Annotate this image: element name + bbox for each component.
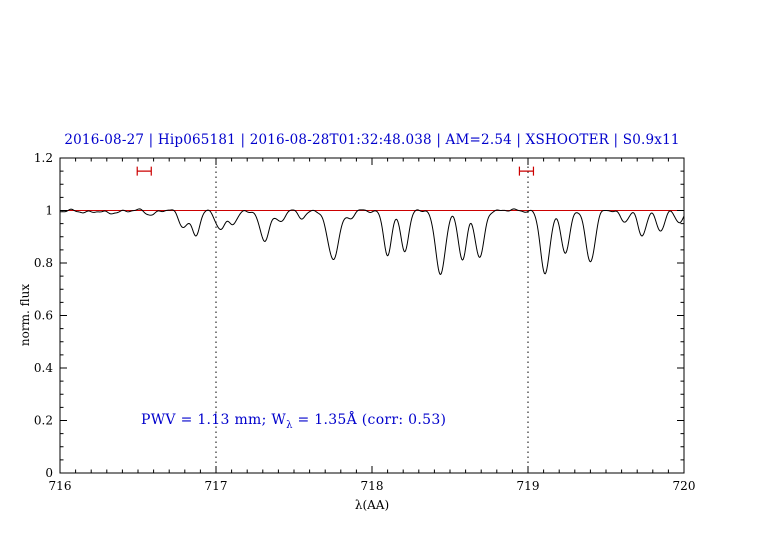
plot-title: 2016-08-27 | Hip065181 | 2016-08-28T01:3… bbox=[64, 132, 680, 148]
y-tick-label: 0.8 bbox=[34, 256, 53, 270]
pwv-annotation-suffix: = 1.35Å (corr: 0.53) bbox=[292, 412, 447, 428]
pwv-annotation: PWV = 1.13 mm; Wλ = 1.35Å (corr: 0.53) bbox=[141, 412, 446, 431]
x-axis-label: λ(AA) bbox=[354, 498, 390, 512]
range-marker-right bbox=[518, 166, 535, 176]
y-tick-label: 0 bbox=[45, 466, 53, 480]
x-tick-label: 719 bbox=[517, 479, 540, 493]
y-tick-label: 1 bbox=[45, 204, 53, 218]
pwv-annotation-prefix: PWV = 1.13 mm; W bbox=[141, 412, 287, 428]
y-axis-label: norm. flux bbox=[18, 283, 32, 347]
y-tick-label: 0.6 bbox=[34, 309, 53, 323]
range-marker-left bbox=[136, 166, 152, 176]
spectrum-line bbox=[59, 208, 685, 275]
x-tick-label: 717 bbox=[205, 479, 228, 493]
y-tick-label: 1.2 bbox=[34, 151, 53, 165]
x-tick-label: 716 bbox=[49, 479, 72, 493]
x-tick-label: 718 bbox=[361, 479, 384, 493]
y-tick-label: 0.4 bbox=[34, 361, 53, 375]
x-tick-label: 720 bbox=[673, 479, 696, 493]
y-tick-label: 0.2 bbox=[34, 414, 53, 428]
pwv-annotation-subscript: λ bbox=[286, 419, 293, 431]
